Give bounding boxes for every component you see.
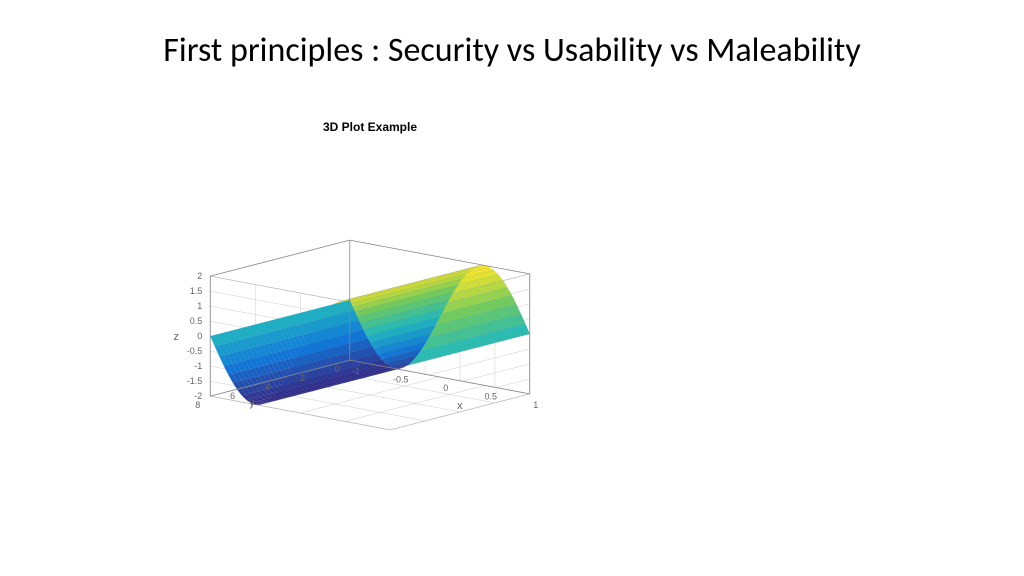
- slide: First principles : Security vs Usability…: [0, 0, 1024, 576]
- svg-text:z: z: [174, 331, 180, 343]
- svg-text:2: 2: [197, 271, 202, 281]
- svg-text:4: 4: [265, 382, 270, 392]
- surface-chart: 3D Plot Example -1-0.500.5102468-2-1.5-1…: [60, 120, 680, 490]
- svg-text:-1: -1: [352, 366, 360, 376]
- svg-text:-0.5: -0.5: [187, 346, 203, 356]
- svg-text:0.5: 0.5: [190, 316, 203, 326]
- page-title: First principles : Security vs Usability…: [0, 30, 1024, 71]
- svg-text:-1.5: -1.5: [187, 376, 203, 386]
- svg-text:-0.5: -0.5: [393, 375, 409, 385]
- chart-svg: -1 -0.5 0 0.5 1 0 2 4 6 8-2 -1.5 -1 -0.5 0 0.5 1 1.5 2 x y z: [60, 120, 680, 490]
- svg-text:0: 0: [443, 383, 448, 393]
- svg-text:6: 6: [230, 391, 235, 401]
- svg-text:-2: -2: [194, 391, 202, 401]
- svg-text:0: 0: [197, 331, 202, 341]
- svg-text:x: x: [457, 400, 463, 412]
- svg-text:8: 8: [195, 400, 200, 410]
- chart-title: 3D Plot Example: [60, 120, 680, 134]
- svg-text:1: 1: [197, 301, 202, 311]
- svg-text:1: 1: [533, 400, 538, 410]
- svg-text:y: y: [249, 397, 255, 409]
- svg-text:0.5: 0.5: [484, 391, 497, 401]
- svg-text:-1: -1: [194, 361, 202, 371]
- svg-text:1.5: 1.5: [190, 286, 203, 296]
- svg-text:2: 2: [300, 373, 305, 383]
- svg-text:0: 0: [335, 364, 340, 374]
